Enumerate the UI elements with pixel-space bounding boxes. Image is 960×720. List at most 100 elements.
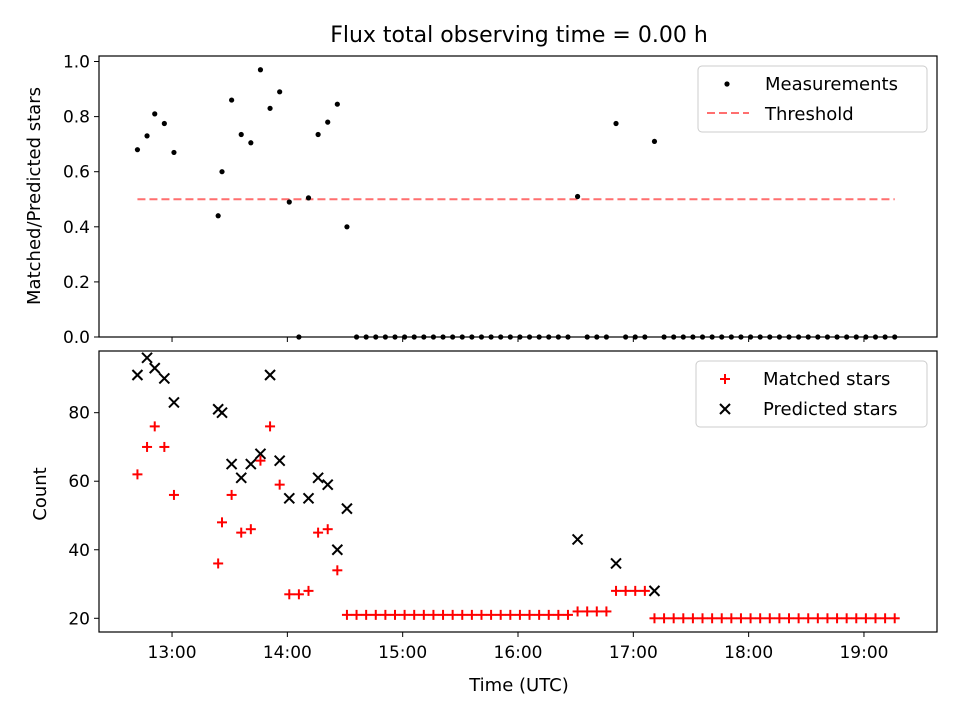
matched-star-point — [553, 609, 564, 620]
measurement-point — [134, 147, 141, 153]
measurement-point — [248, 140, 254, 146]
matched-star-point — [380, 609, 391, 620]
predicted-star-point — [571, 533, 584, 546]
measurement-point — [152, 111, 158, 117]
matched-star-point — [562, 609, 573, 620]
matched-star-point — [591, 606, 602, 617]
matched-star-point — [361, 609, 372, 620]
x-stroke-b — [648, 585, 661, 597]
x-stroke-b — [571, 533, 584, 546]
matched-star-point — [142, 441, 153, 452]
measurement-point — [267, 105, 273, 111]
top-y-tick-label: 0.0 — [63, 328, 90, 348]
measurement-point — [286, 199, 292, 205]
matched-star-point — [245, 524, 256, 535]
matched-star-point — [524, 609, 535, 620]
matched-star-point — [213, 558, 224, 569]
x-stroke-b — [264, 369, 276, 381]
chart-title: Flux total observing time = 0.00 h — [330, 23, 708, 48]
matched-star-point — [332, 565, 343, 576]
measurement-point — [219, 169, 225, 175]
measurement-point — [574, 193, 581, 200]
matched-star-point — [774, 613, 785, 624]
predicted-star-point — [610, 557, 622, 570]
matched-star-point — [572, 606, 583, 617]
matched-star-point — [351, 609, 362, 620]
x-stroke-b — [168, 396, 180, 409]
matched-star-point — [601, 606, 612, 617]
matched-star-point — [803, 613, 814, 624]
predicted-star-point — [312, 472, 324, 484]
top-axes-frame — [98, 55, 938, 338]
top-y-tick-label: 0.2 — [63, 273, 90, 293]
predicted-star-point — [225, 458, 238, 470]
matched-star-point — [447, 609, 458, 620]
matched-star-point — [457, 609, 468, 620]
x-stroke-b — [254, 448, 267, 460]
predicted-star-point — [141, 352, 153, 364]
matched-star-point — [322, 524, 333, 535]
measurement-point — [315, 131, 321, 138]
x-tick-label: 16:00 — [494, 643, 543, 663]
matched-star-point — [745, 613, 756, 624]
matched-star-point — [841, 613, 852, 624]
matched-star-point — [582, 606, 593, 617]
matched-star-point — [265, 421, 276, 432]
x-stroke-b — [283, 492, 295, 505]
measurement-point — [171, 149, 177, 156]
matched-star-point — [755, 613, 766, 624]
matched-star-point — [409, 609, 420, 620]
bottom-y-axis-label: Count — [30, 467, 51, 520]
x-stroke-b — [302, 492, 315, 505]
measurement-point — [334, 101, 340, 107]
x-tick-label: 13:00 — [148, 643, 197, 663]
x-stroke-b — [235, 472, 247, 484]
matched-star-point — [428, 609, 439, 620]
matched-star-point — [668, 613, 679, 624]
matched-star-point — [716, 613, 727, 624]
predicted-star-point — [341, 502, 353, 515]
matched-star-point — [726, 613, 737, 624]
matched-star-point — [659, 613, 670, 624]
matched-star-point — [649, 613, 660, 624]
matched-star-point — [611, 585, 622, 596]
matched-star-point — [217, 517, 228, 528]
predicted-star-point — [331, 544, 344, 556]
predicted-star-point — [283, 492, 295, 505]
bottom-panel: 20 40 60 80 13:00 14:00 15:00 16:00 17:00 18:00 19… — [30, 350, 938, 696]
matched-star-point — [466, 609, 477, 620]
measurement-point — [325, 119, 331, 125]
predicted-star-point — [168, 396, 180, 409]
predicted-star-point — [131, 369, 144, 381]
matched-star-point — [226, 489, 237, 500]
x-stroke-b — [273, 454, 286, 467]
matched-star-point — [341, 609, 352, 620]
x-stroke-b — [149, 362, 161, 374]
matched-star-point — [159, 441, 170, 452]
matched-star-point — [505, 609, 516, 620]
matched-star-point — [149, 421, 160, 432]
matched-star-point — [793, 613, 804, 624]
matched-star-point — [707, 613, 718, 624]
predicted-star-point — [235, 472, 247, 484]
bottom-legend: Matched stars Predicted stars — [695, 360, 928, 428]
predicted-star-point — [264, 369, 276, 381]
measurement-point — [144, 133, 150, 139]
top-legend-box — [697, 65, 928, 133]
x-stroke-b — [245, 458, 257, 470]
x-stroke-b — [341, 502, 353, 515]
x-tick-label: 14:00 — [263, 643, 312, 663]
x-stroke-b — [322, 478, 334, 491]
top-y-tick-label: 0.8 — [63, 108, 90, 128]
matched-star-point — [514, 609, 525, 620]
matched-star-point — [697, 613, 708, 624]
matched-star-point — [543, 609, 554, 620]
matched-star-point — [284, 589, 295, 600]
matched-star-point — [620, 585, 631, 596]
measurement-point — [305, 195, 312, 201]
matched-star-point — [418, 609, 429, 620]
bottom-plot-area: 20 40 60 80 13:00 14:00 15:00 16:00 17:00 18:00 19… — [68, 352, 900, 663]
matched-star-point — [822, 613, 833, 624]
top-y-tick-label: 0.6 — [63, 163, 90, 183]
